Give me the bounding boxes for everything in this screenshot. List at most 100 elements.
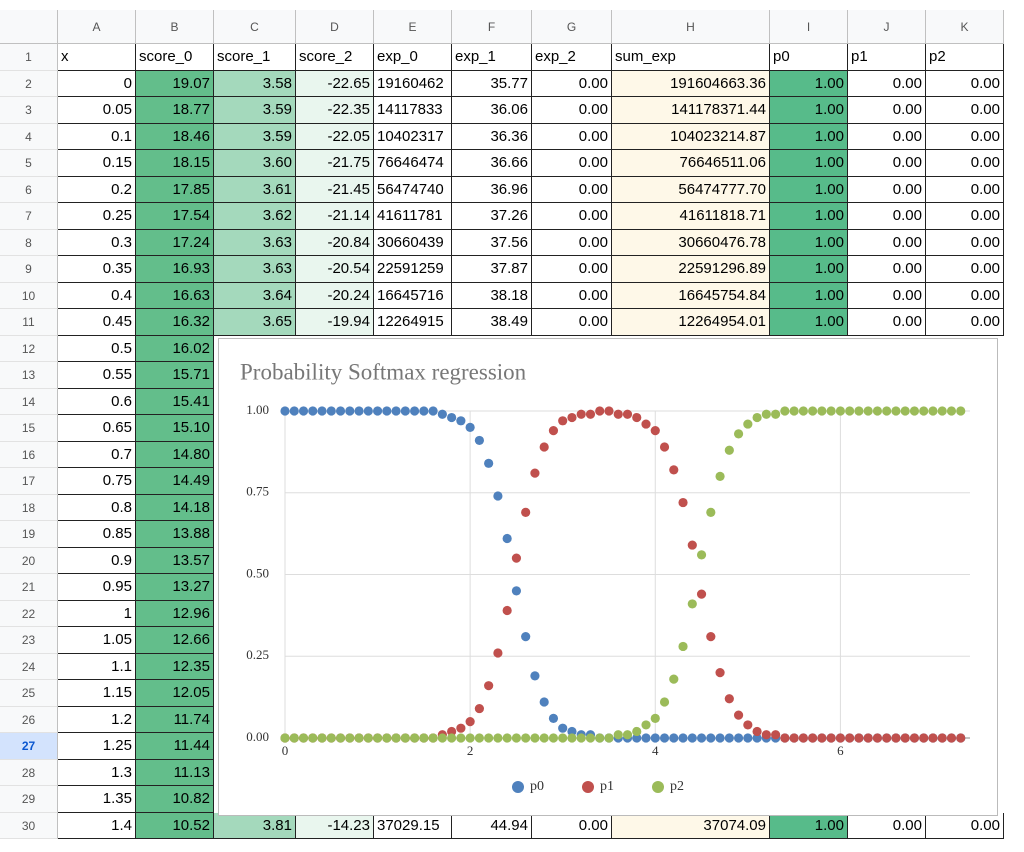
cell[interactable]: 0.00 [848,812,926,839]
cell[interactable]: 12264915 [374,309,452,336]
cell[interactable]: 0.00 [848,309,926,336]
cell[interactable]: 17.54 [136,203,214,230]
cell[interactable]: 3.59 [214,97,296,124]
cell[interactable]: 0.00 [532,309,612,336]
cell[interactable]: 0 [58,70,136,97]
row-header[interactable]: 11 [0,309,58,336]
cell[interactable]: 3.59 [214,123,296,150]
cell[interactable]: 12.35 [136,653,214,680]
cell[interactable]: 18.77 [136,97,214,124]
cell[interactable]: 16645716 [374,282,452,309]
cell[interactable]: 1.35 [58,786,136,813]
cell[interactable]: 15.71 [136,362,214,389]
cell[interactable]: 41611781 [374,203,452,230]
cell[interactable]: 1.15 [58,680,136,707]
cell[interactable]: -20.84 [296,229,374,256]
cell[interactable]: 0.00 [926,203,1004,230]
cell[interactable]: 3.64 [214,282,296,309]
cell[interactable]: 18.15 [136,150,214,177]
cell[interactable]: 0.7 [58,441,136,468]
cell[interactable]: -22.35 [296,97,374,124]
row-header[interactable]: 25 [0,680,58,707]
column-header[interactable]: A [58,10,136,44]
cell[interactable]: 0.00 [926,812,1004,839]
cell[interactable]: 30660476.78 [612,229,770,256]
cell[interactable]: 56474740 [374,176,452,203]
cell[interactable]: 0.00 [848,282,926,309]
cell[interactable]: -19.94 [296,309,374,336]
cell[interactable]: 1.00 [770,229,848,256]
cell[interactable]: 36.06 [452,97,532,124]
cell[interactable]: 1.1 [58,653,136,680]
row-header[interactable]: 16 [0,441,58,468]
cell[interactable]: 0.15 [58,150,136,177]
cell[interactable]: 30660439 [374,229,452,256]
cell[interactable]: 0.9 [58,547,136,574]
cell[interactable]: 0.00 [848,256,926,283]
header-cell[interactable]: exp_0 [374,44,452,71]
header-cell[interactable]: score_2 [296,44,374,71]
cell[interactable]: 14.49 [136,468,214,495]
cell[interactable]: 0.1 [58,123,136,150]
cell[interactable]: 1.25 [58,733,136,760]
row-header[interactable]: 21 [0,574,58,601]
header-cell[interactable]: p0 [770,44,848,71]
cell[interactable]: 0.2 [58,176,136,203]
cell[interactable]: 1 [58,600,136,627]
cell[interactable]: 0.00 [848,123,926,150]
cell[interactable]: 191604663.36 [612,70,770,97]
cell[interactable]: 35.77 [452,70,532,97]
cell[interactable]: 36.36 [452,123,532,150]
cell[interactable]: 19160462 [374,70,452,97]
cell[interactable]: 3.63 [214,256,296,283]
cell[interactable]: 36.66 [452,150,532,177]
cell[interactable]: 3.61 [214,176,296,203]
cell[interactable]: 11.13 [136,759,214,786]
cell[interactable]: 16.02 [136,335,214,362]
row-header[interactable]: 18 [0,494,58,521]
cell[interactable]: 0.00 [926,256,1004,283]
cell[interactable]: 1.00 [770,203,848,230]
header-cell[interactable]: score_0 [136,44,214,71]
cell[interactable]: 22591296.89 [612,256,770,283]
cell[interactable]: 0.00 [926,123,1004,150]
cell[interactable]: 1.3 [58,759,136,786]
cell[interactable]: 10402317 [374,123,452,150]
row-header[interactable]: 4 [0,123,58,150]
row-header[interactable]: 28 [0,759,58,786]
cell[interactable]: 12.96 [136,600,214,627]
cell[interactable]: 3.63 [214,229,296,256]
cell[interactable]: 13.57 [136,547,214,574]
row-header[interactable]: 10 [0,282,58,309]
row-header[interactable]: 13 [0,362,58,389]
cell[interactable]: 0.95 [58,574,136,601]
cell[interactable]: 16.93 [136,256,214,283]
cell[interactable]: 1.00 [770,256,848,283]
cell[interactable]: -22.65 [296,70,374,97]
cell[interactable]: 0.00 [532,812,612,839]
cell[interactable]: 0.00 [926,150,1004,177]
cell[interactable]: 3.60 [214,150,296,177]
column-header[interactable]: I [770,10,848,44]
cell[interactable]: 0.00 [532,123,612,150]
cell[interactable]: 3.62 [214,203,296,230]
cell[interactable]: 0.00 [532,282,612,309]
cell[interactable]: 1.00 [770,176,848,203]
cell[interactable]: 0.00 [532,97,612,124]
cell[interactable]: -20.24 [296,282,374,309]
row-header[interactable]: 9 [0,256,58,283]
cell[interactable]: 0.00 [926,97,1004,124]
cell[interactable]: 1.00 [770,812,848,839]
row-header[interactable]: 6 [0,176,58,203]
cell[interactable]: 0.00 [926,309,1004,336]
column-header[interactable]: J [848,10,926,44]
column-header[interactable]: F [452,10,532,44]
cell[interactable]: 1.00 [770,282,848,309]
row-header[interactable]: 23 [0,627,58,654]
cell[interactable]: 0.00 [848,203,926,230]
cell[interactable]: 56474777.70 [612,176,770,203]
cell[interactable]: 0.00 [532,203,612,230]
header-cell[interactable]: x [58,44,136,71]
cell[interactable]: 0.3 [58,229,136,256]
cell[interactable]: 1.00 [770,97,848,124]
